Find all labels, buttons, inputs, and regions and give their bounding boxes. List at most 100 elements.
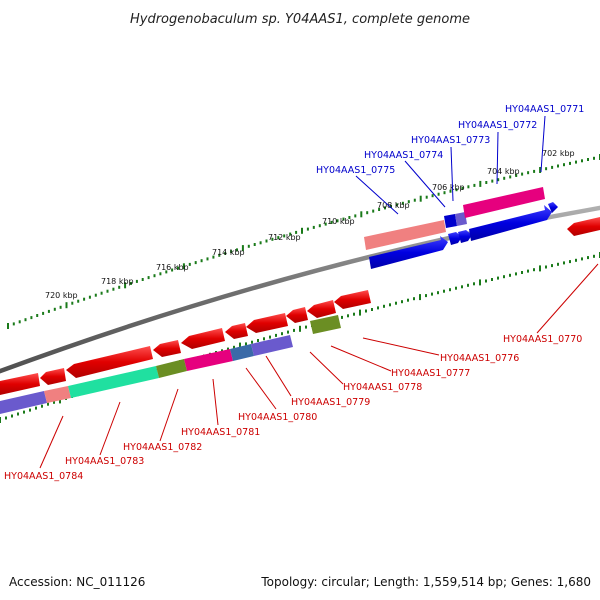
gene-feature[interactable]: [307, 300, 336, 318]
gene-feature[interactable]: [181, 328, 225, 349]
gene-label[interactable]: HY04AAS1_0770: [503, 334, 582, 345]
minor-tick: [587, 256, 589, 260]
leader-line: [245, 367, 277, 410]
scale-ticks-outer: [7, 154, 600, 329]
scale-label: 716 kbp: [156, 263, 189, 272]
gene-label[interactable]: HY04AAS1_0781: [181, 427, 260, 438]
major-tick: [239, 342, 241, 349]
major-tick: [479, 279, 481, 286]
minor-tick: [188, 262, 191, 266]
minor-tick: [467, 283, 469, 287]
scale-label: 710 kbp: [322, 217, 355, 226]
gene-feature[interactable]: [567, 217, 600, 236]
minor-tick: [395, 301, 397, 305]
gene-label[interactable]: HY04AAS1_0772: [458, 120, 537, 131]
gene-feature[interactable]: [68, 366, 159, 398]
minor-tick: [384, 206, 386, 210]
gene-feature[interactable]: [455, 212, 467, 226]
gene-feature[interactable]: [184, 349, 233, 371]
minor-tick: [557, 164, 559, 168]
gene-feature[interactable]: [44, 386, 71, 403]
major-tick: [539, 265, 541, 272]
minor-tick: [245, 342, 247, 346]
minor-tick: [194, 261, 197, 265]
minor-tick: [318, 224, 321, 228]
gene-label[interactable]: HY04AAS1_0774: [364, 150, 443, 161]
gene-label[interactable]: HY04AAS1_0783: [65, 456, 144, 467]
gene-label[interactable]: HY04AAS1_0779: [291, 397, 370, 408]
gene-feature[interactable]: [364, 220, 446, 250]
minor-tick: [509, 175, 512, 179]
gene-feature[interactable]: [40, 368, 66, 385]
gene-feature[interactable]: [153, 340, 181, 357]
minor-tick: [41, 404, 43, 408]
feature-track-upper: [364, 187, 600, 269]
minor-tick: [365, 309, 367, 313]
gene-label[interactable]: HY04AAS1_0784: [4, 471, 83, 482]
minor-tick: [461, 285, 463, 289]
scale-label: 720 kbp: [45, 291, 78, 300]
gene-feature[interactable]: [225, 323, 248, 339]
gene-feature[interactable]: [458, 230, 472, 243]
minor-tick: [431, 194, 434, 198]
minor-tick: [29, 408, 31, 412]
gene-feature[interactable]: [246, 313, 288, 333]
gene-label[interactable]: HY04AAS1_0782: [123, 442, 202, 453]
gene-feature[interactable]: [444, 214, 457, 228]
minor-tick: [401, 300, 403, 304]
minor-tick: [77, 299, 80, 303]
gene-feature[interactable]: [286, 307, 308, 323]
gene-feature[interactable]: [469, 205, 552, 241]
gene-feature[interactable]: [230, 344, 254, 361]
gene-label[interactable]: HY04AAS1_0775: [316, 165, 395, 176]
gene-feature[interactable]: [251, 335, 293, 356]
gene-label[interactable]: HY04AAS1_0778: [343, 382, 422, 393]
gene-feature[interactable]: [369, 236, 448, 269]
gene-label[interactable]: HY04AAS1_0771: [505, 104, 584, 115]
minor-tick: [533, 268, 535, 272]
minor-tick: [485, 181, 488, 184]
leader-line: [309, 351, 344, 385]
gene-feature[interactable]: [0, 391, 47, 414]
minor-tick: [271, 237, 274, 241]
gene-feature[interactable]: [448, 232, 462, 245]
minor-tick: [330, 220, 333, 224]
minor-tick: [42, 311, 45, 315]
genome-summary-text: Topology: circular; Length: 1,559,514 bp…: [260, 575, 591, 589]
gene-feature[interactable]: [463, 187, 545, 218]
minor-tick: [377, 306, 379, 310]
minor-tick: [53, 307, 56, 311]
leader-line: [450, 146, 454, 202]
minor-tick: [371, 308, 373, 311]
scale-labels: 720 kbp 718 kbp 716 kbp 714 kbp 712 kbp …: [45, 149, 575, 300]
minor-tick: [413, 198, 416, 202]
gene-feature[interactable]: [66, 346, 153, 378]
minor-tick: [287, 330, 289, 334]
gene-feature[interactable]: [156, 359, 187, 378]
accession-text: Accession: NC_011126: [9, 575, 145, 589]
gene-feature[interactable]: [334, 290, 371, 309]
minor-tick: [533, 169, 536, 173]
label-leaders-top: [355, 115, 546, 215]
gene-feature[interactable]: [0, 373, 40, 395]
gene-label[interactable]: HY04AAS1_0773: [411, 135, 490, 146]
minor-tick: [324, 222, 327, 226]
major-tick: [359, 309, 361, 316]
gene-feature[interactable]: [310, 315, 341, 334]
minor-tick: [306, 227, 309, 231]
minor-tick: [425, 294, 427, 298]
minor-tick: [275, 333, 277, 337]
gene-label[interactable]: HY04AAS1_0780: [238, 412, 317, 423]
minor-tick: [563, 163, 565, 167]
gene-label[interactable]: HY04AAS1_0777: [391, 368, 470, 379]
minor-tick: [17, 412, 19, 416]
gene-feature[interactable]: [548, 202, 558, 213]
minor-tick: [230, 250, 233, 254]
minor-tick: [336, 219, 339, 223]
gene-label[interactable]: HY04AAS1_0776: [440, 353, 519, 364]
minor-tick: [24, 318, 27, 322]
minor-tick: [455, 286, 457, 290]
leader-line: [536, 263, 599, 334]
major-tick: [182, 263, 185, 270]
scale-label: 706 kbp: [432, 183, 465, 192]
